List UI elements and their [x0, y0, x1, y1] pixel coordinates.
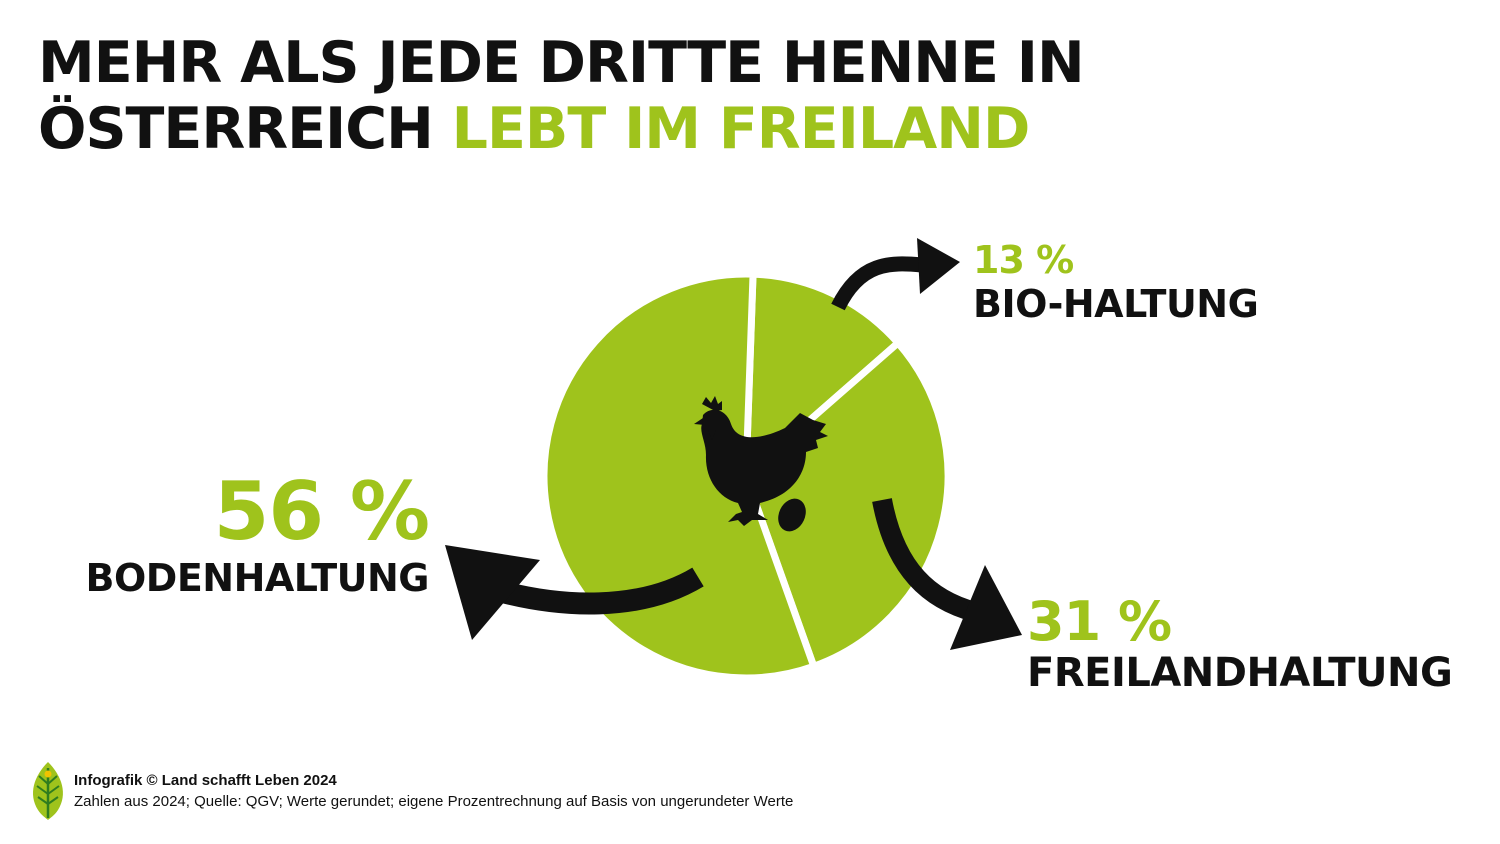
leaf-logo-icon	[33, 762, 63, 820]
bio-percentage: 13 %	[973, 238, 1074, 282]
pie-slice-freilandhaltung	[742, 339, 952, 670]
freiland-label: FREILANDHALTUNG	[1027, 650, 1453, 696]
headline-line1: MEHR ALS JEDE DRITTE HENNE IN	[38, 30, 1085, 96]
pie-slices	[540, 270, 952, 682]
headline: MEHR ALS JEDE DRITTE HENNE IN ÖSTERREICH…	[38, 30, 1085, 162]
arrow-to-boden-icon	[445, 545, 704, 640]
arrow-to-freiland-icon	[872, 498, 1022, 650]
headline-line2-dark: ÖSTERREICH	[38, 96, 434, 162]
freiland-percentage: 31 %	[1027, 590, 1172, 653]
pie-slice-bio-haltung	[742, 270, 902, 480]
footer-source: Zahlen aus 2024; Quelle: QGV; Werte geru…	[74, 793, 794, 810]
headline-line2-accent: LEBT IM FREILAND	[451, 96, 1031, 162]
boden-label: BODENHALTUNG	[85, 556, 430, 600]
hen-with-egg-icon	[694, 396, 828, 532]
arrow-to-bio-icon	[831, 238, 960, 311]
boden-percentage: 56 %	[213, 465, 430, 558]
footer-credit: Infografik © Land schafft Leben 2024	[74, 772, 337, 789]
bio-label: BIO-HALTUNG	[973, 282, 1259, 326]
pie-slice-bodenhaltung	[540, 270, 818, 682]
